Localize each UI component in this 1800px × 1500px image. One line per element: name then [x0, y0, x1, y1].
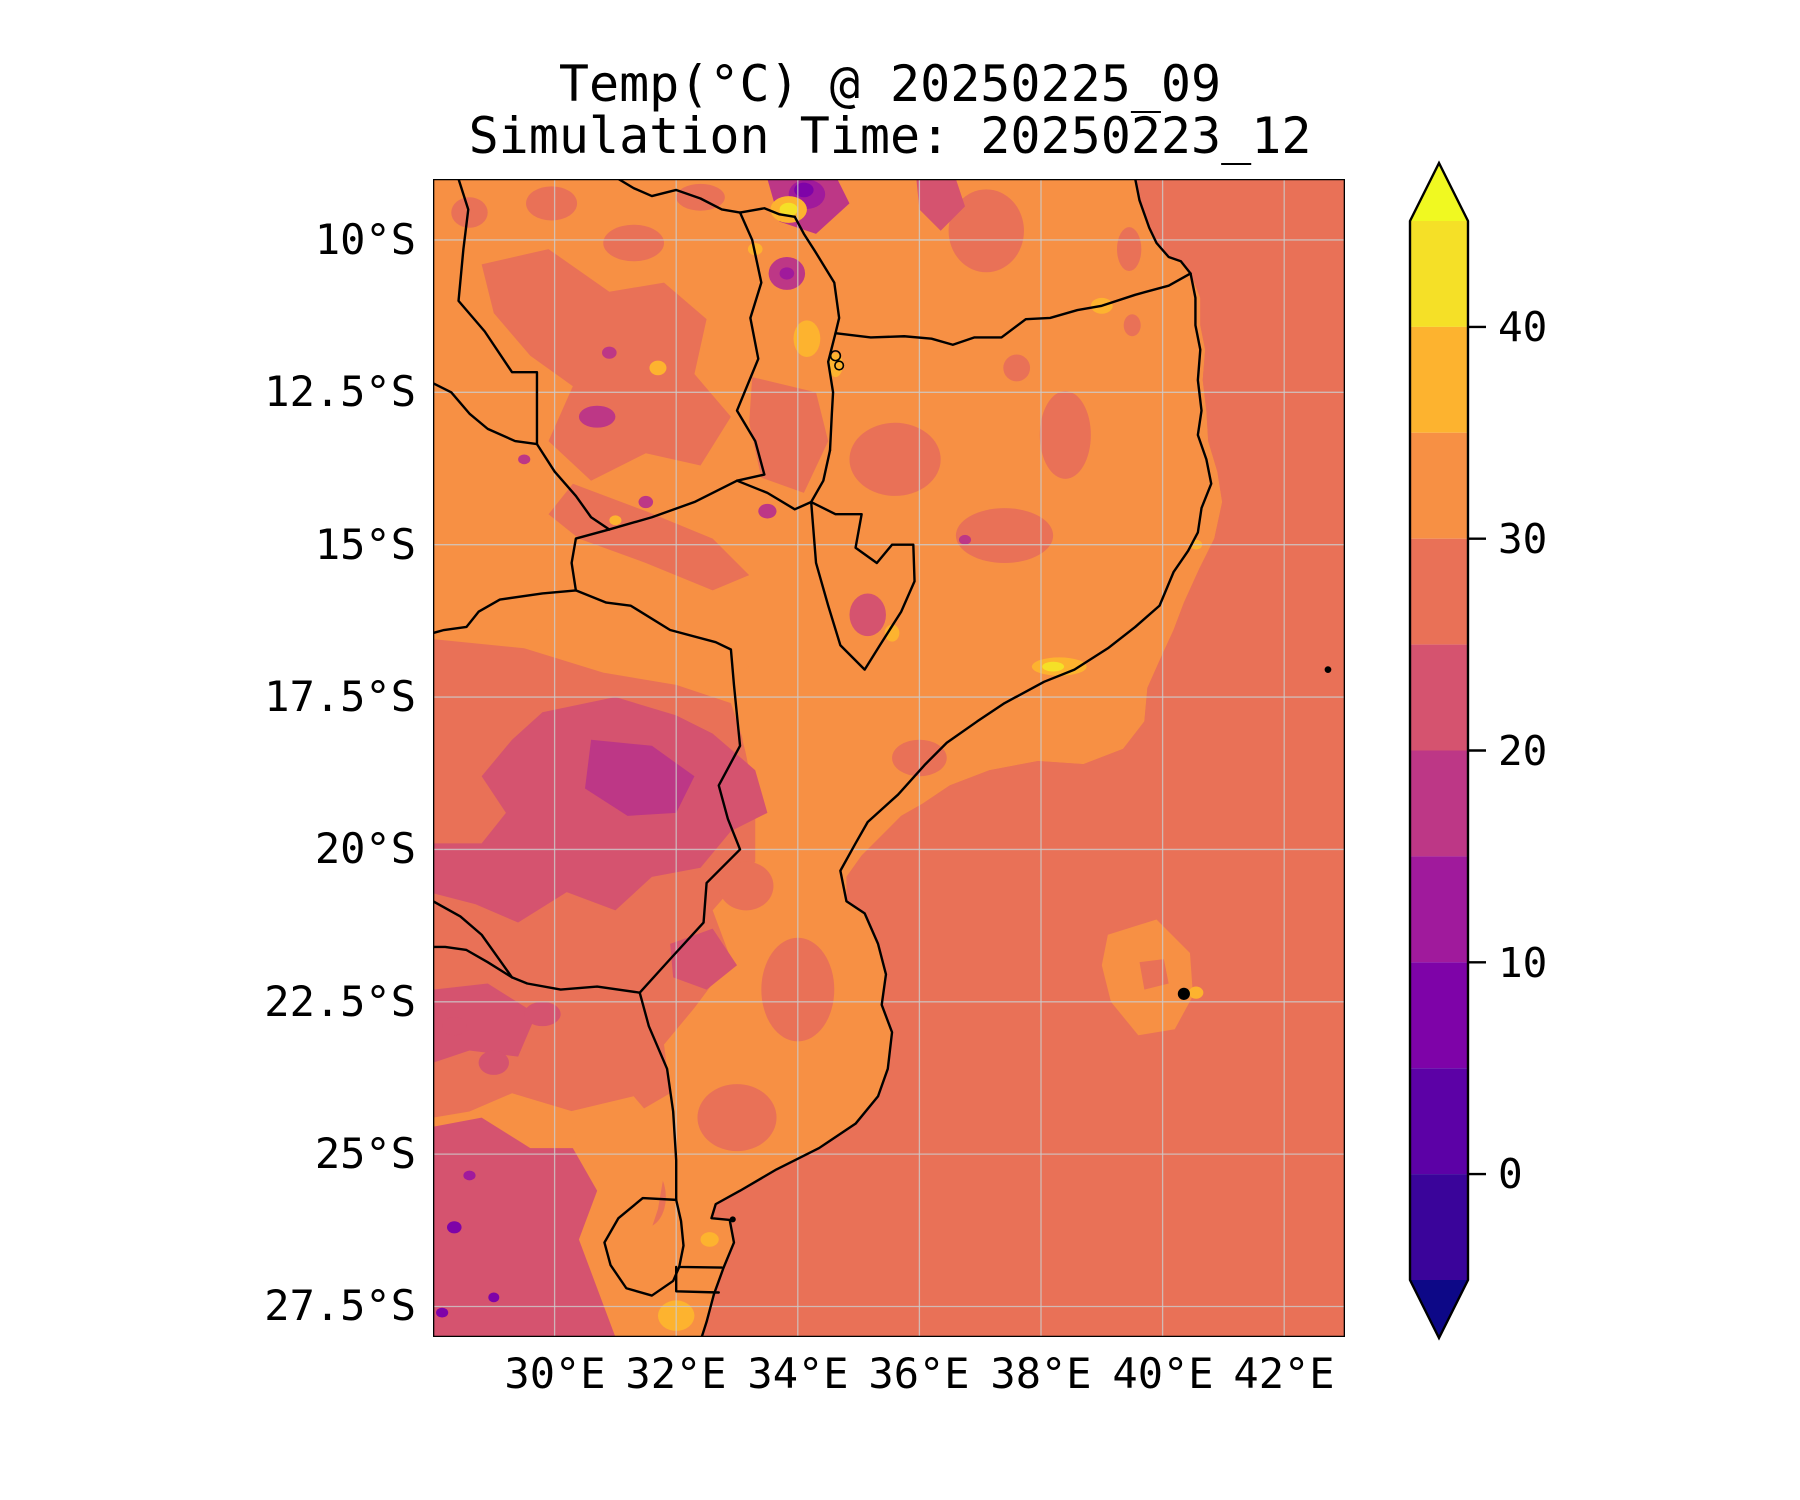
border-malawi-boot [811, 450, 914, 669]
coastline [702, 179, 1212, 1337]
border-zimbabwe-mozambique [576, 590, 740, 992]
y-tick-12-5s: 12.5°S [264, 367, 416, 416]
y-tick-25s: 25°S [314, 1129, 416, 1178]
y-tick-27-5s: 27.5°S [264, 1281, 416, 1330]
cb-tick-40: 40 [1498, 303, 1548, 351]
y-tick-15s: 15°S [314, 520, 416, 569]
border-sa-mozambique [640, 993, 722, 1268]
pink-patches [433, 179, 965, 1337]
border-malawi-west [737, 213, 764, 481]
island-dot-juan-de-nova [1324, 666, 1332, 673]
plot-subtitle: Simulation Time: 20250223_12 [468, 107, 1312, 165]
x-tick-36e: 36°E [868, 1349, 970, 1398]
y-tick-22-5s: 22.5°S [264, 977, 416, 1026]
island-dot-inhaca [729, 1216, 736, 1223]
small-lake-ring-1 [831, 351, 841, 361]
warm-sea-patch [1101, 919, 1193, 1036]
border-ruvuma [835, 273, 1190, 344]
colorbar-outline [1408, 160, 1470, 1341]
border-drc-pedicle [433, 179, 537, 444]
x-tick-30e: 30°E [504, 1349, 606, 1398]
island-dot-europa [1177, 987, 1190, 1000]
border-eswatini [604, 1198, 679, 1296]
temperature-map [433, 179, 1345, 1337]
warm-sea-amber-dot [1188, 986, 1204, 999]
colorbar-ticks [1468, 325, 1486, 1176]
x-tick-38e: 38°E [990, 1349, 1092, 1398]
border-zambia-drc-south [537, 444, 609, 529]
cb-tick-30: 30 [1498, 515, 1548, 563]
border-malawi-east [795, 217, 839, 450]
colorbar-over-arrow [1410, 163, 1468, 221]
country-borders [433, 179, 1211, 1337]
border-malawi-southwest [737, 481, 811, 510]
x-tick-34e: 34°E [747, 1349, 849, 1398]
colorbar [1408, 160, 1486, 1341]
y-tick-10s: 10°S [314, 215, 416, 264]
plot-title: Temp(°C) @ 20250225_09 [558, 55, 1222, 113]
cb-tick-20: 20 [1498, 727, 1548, 775]
x-tick-40e: 40°E [1112, 1349, 1214, 1398]
colorbar-segments [1410, 221, 1468, 1280]
sea-surface [701, 179, 1345, 1337]
border-botswana-zimbabwe [433, 901, 512, 977]
x-tick-32e: 32°E [625, 1349, 727, 1398]
colorbar-under-arrow [1410, 1280, 1468, 1338]
cb-tick-0: 0 [1498, 1150, 1523, 1198]
cb-tick-10: 10 [1498, 939, 1548, 987]
border-kosi-box [676, 1267, 719, 1293]
border-zambia-zimbabwe [433, 590, 576, 633]
y-tick-20s: 20°S [314, 824, 416, 873]
yellow-spots [779, 202, 1065, 672]
island-markers [729, 666, 1332, 1223]
small-lake-ring-2 [835, 361, 844, 370]
border-tanzania-north [618, 179, 794, 217]
deep-purple-dots [436, 182, 814, 1318]
y-tick-17-5s: 17.5°S [264, 672, 416, 721]
x-tick-42e: 42°E [1233, 1349, 1335, 1398]
